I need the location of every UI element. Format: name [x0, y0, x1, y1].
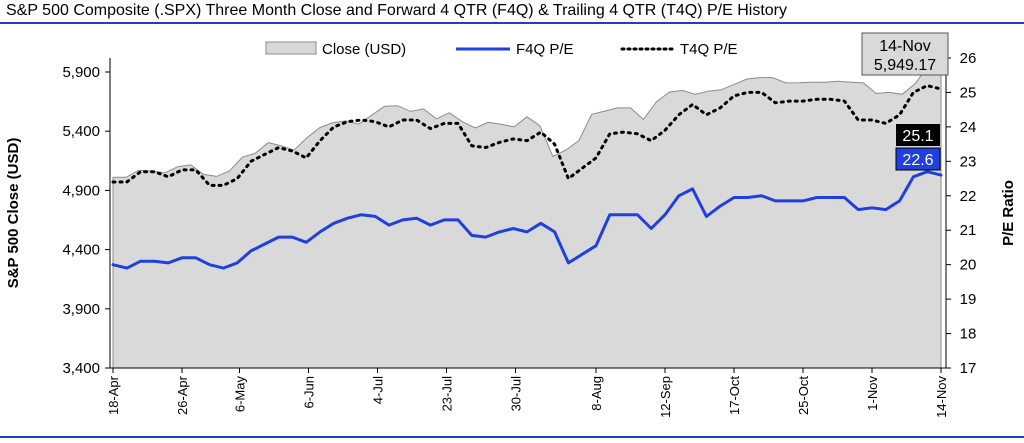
right-tick-label: 22: [960, 188, 977, 205]
f4q-line-series: [111, 170, 943, 270]
x-tick-label: 23-Jul: [440, 376, 455, 412]
x-tick-label: 30-Jul: [509, 376, 524, 412]
f4q-callout-box: [895, 147, 941, 171]
x-tick-label: 8-Aug: [589, 376, 604, 411]
pe-lines-layer: [111, 84, 943, 270]
x-axis-ticks: 18-Apr 26-Apr 6-May 6-Jun 4-Jul 23-Jul 30-Jul 8…: [106, 368, 949, 418]
left-tick-label: 3,400: [62, 360, 100, 377]
close-callout-value: 5,949.17: [874, 57, 936, 74]
close-callout-box: [861, 32, 949, 76]
close-area-series: [112, 65, 942, 369]
chart-title: S&P 500 Composite (.SPX) Three Month Clo…: [6, 2, 787, 19]
right-tick-label: 24: [960, 119, 977, 136]
x-tick-label: 6-May: [233, 376, 248, 413]
right-tick-label: 21: [960, 222, 977, 239]
right-tick-label: 25: [960, 84, 977, 101]
f4q-callout-value: 22.6: [902, 152, 933, 169]
legend-t4q-label: T4Q P/E: [680, 41, 738, 58]
x-tick-label: 25-Oct: [796, 376, 811, 415]
left-tick-label: 5,400: [62, 123, 100, 140]
legend-close-swatch: [265, 41, 317, 55]
close-area-layer: [112, 65, 942, 369]
x-tick-label: 18-Apr: [106, 375, 121, 415]
legend-close-label: Close (USD): [322, 41, 406, 58]
left-tick-label: 5,900: [62, 64, 100, 81]
x-tick-label: 17-Oct: [727, 376, 742, 415]
right-tick-label: 19: [960, 291, 977, 308]
bottom-rule: [0, 436, 1024, 438]
left-tick-label: 3,900: [62, 301, 100, 318]
right-tick-label: 26: [960, 50, 977, 67]
close-callout-date: 14-Nov: [879, 38, 931, 55]
left-axis-ticks: 3,400 3,900 4,400 4,900 5,400 5,900: [62, 64, 110, 377]
left-tick-label: 4,400: [62, 242, 100, 259]
x-tick-label: 14-Nov: [934, 376, 949, 418]
left-tick-label: 4,900: [62, 182, 100, 199]
t4q-callout-box: [896, 124, 940, 146]
right-tick-label: 17: [960, 360, 977, 377]
x-tick-label: 6-Jun: [302, 376, 317, 409]
callouts: 14-Nov 5,949.17 25.1 22.6: [861, 32, 949, 171]
right-tick-label: 18: [960, 326, 977, 343]
x-tick-label: 12-Sep: [658, 376, 673, 418]
t4q-line-series: [111, 84, 943, 187]
right-axis-title: P/E Ratio: [1000, 180, 1017, 246]
top-rule: [0, 22, 1024, 24]
axes-layer: [109, 58, 947, 369]
left-axis-title: S&P 500 Close (USD): [5, 138, 22, 289]
right-tick-label: 23: [960, 153, 977, 170]
right-axis-ticks: 17 18 19 20 21 22 23 24 25 26: [946, 50, 976, 377]
legend-f4q-label: F4Q P/E: [516, 41, 574, 58]
t4q-callout-value: 25.1: [902, 128, 933, 145]
x-tick-label: 26-Apr: [175, 375, 190, 415]
x-tick-label: 1-Nov: [865, 376, 880, 411]
right-tick-label: 20: [960, 257, 977, 274]
x-tick-label: 4-Jul: [371, 376, 386, 404]
legend: Close (USD) F4Q P/E T4Q P/E: [265, 41, 738, 58]
